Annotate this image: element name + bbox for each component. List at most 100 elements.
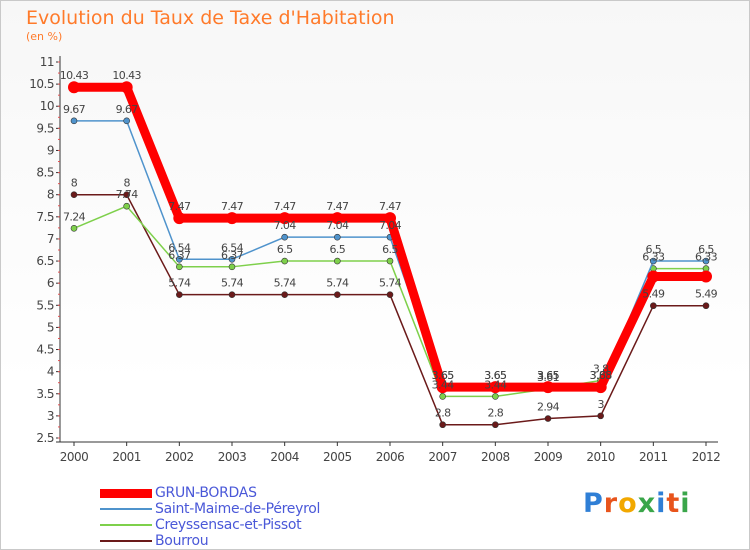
data-label-creyssensac-et-pissot: 6.5 (382, 243, 398, 256)
data-label-creyssensac-et-pissot: 6.37 (221, 249, 244, 262)
legend-label-grun-bordas: GRUN-BORDAS (155, 485, 257, 501)
data-label-grun-bordas: 7.47 (379, 200, 402, 213)
data-point-saint-maime-de-pereyrol (176, 255, 183, 263)
data-label-saint-maime-de-pereyrol: 9.67 (63, 103, 86, 116)
legend-swatch-bourrou (100, 540, 152, 542)
data-point-grun-bordas (594, 381, 607, 394)
data-point-creyssensac-et-pissot (228, 263, 236, 271)
x-tick-label: 2010 (586, 450, 615, 464)
data-point-bourrou (702, 302, 710, 310)
y-tick-label: 5 (47, 320, 54, 334)
data-point-bourrou (228, 291, 236, 298)
data-label-grun-bordas: 3.65 (537, 369, 560, 382)
legend-label-bourrou: Bourrou (155, 533, 209, 549)
x-tick-label: 2004 (270, 450, 299, 464)
x-tick-label: 2000 (60, 450, 89, 464)
data-label-creyssensac-et-pissot: 3.61 (537, 371, 559, 384)
data-label-bourrou: 5.49 (642, 288, 665, 301)
data-label-saint-maime-de-pereyrol: 3.88 (590, 369, 613, 382)
y-tick-label: 8.5 (36, 166, 54, 180)
data-point-creyssensac-et-pissot (439, 393, 446, 400)
data-label-grun-bordas: 7.47 (274, 200, 297, 213)
data-point-grun-bordas (120, 81, 133, 94)
data-label-creyssensac-et-pissot: 3.44 (432, 378, 455, 391)
data-label-creyssensac-et-pissot: 6.37 (168, 249, 191, 262)
data-point-grun-bordas (278, 212, 291, 225)
y-tick-label: 4 (47, 365, 54, 379)
x-tick-label: 2007 (428, 450, 457, 464)
data-point-bourrou (176, 291, 183, 298)
data-point-saint-maime-de-pereyrol (650, 257, 657, 265)
data-label-grun-bordas: 7.47 (168, 200, 191, 213)
data-label-saint-maime-de-pereyrol: 6.54 (221, 241, 244, 254)
data-label-saint-maime-de-pereyrol: 6.5 (645, 243, 661, 256)
y-tick-label: 11 (40, 55, 54, 69)
data-label-bourrou: 5.74 (326, 277, 349, 290)
data-point-creyssensac-et-pissot (386, 257, 394, 265)
data-label-bourrou: 5.74 (221, 277, 244, 290)
data-point-saint-maime-de-pereyrol (123, 117, 130, 125)
data-label-creyssensac-et-pissot: 3.44 (484, 378, 507, 391)
data-point-grun-bordas (173, 212, 186, 225)
data-point-bourrou (544, 415, 552, 422)
data-point-grun-bordas (647, 270, 660, 283)
data-label-saint-maime-de-pereyrol: 7.04 (274, 219, 297, 232)
data-point-bourrou (650, 302, 657, 310)
legend-swatch-saint-maime (100, 508, 152, 510)
data-point-bourrou (597, 412, 604, 420)
data-point-grun-bordas (700, 270, 712, 283)
data-label-saint-maime-de-pereyrol: 3.65 (484, 369, 507, 382)
logo-letter: P (583, 488, 604, 519)
data-point-saint-maime-de-pereyrol (702, 257, 710, 265)
data-point-saint-maime-de-pereyrol (334, 233, 341, 241)
data-label-saint-maime-de-pereyrol: 6.5 (698, 243, 714, 256)
data-label-bourrou: 5.74 (168, 277, 191, 290)
data-label-saint-maime-de-pereyrol: 3.65 (432, 369, 455, 382)
data-point-creyssensac-et-pissot (70, 225, 78, 232)
chart-subtitle: (en %) (26, 30, 63, 43)
y-tick-label: 10 (40, 99, 54, 113)
x-tick-label: 2002 (165, 450, 194, 464)
data-label-saint-maime-de-pereyrol: 7.04 (379, 219, 402, 232)
data-label-grun-bordas: 7.47 (221, 200, 244, 213)
data-label-creyssensac-et-pissot: 6.5 (329, 243, 345, 256)
data-label-saint-maime-de-pereyrol: 3.65 (537, 369, 560, 382)
chart-title: Evolution du Taux de Taxe d'Habitation (26, 7, 395, 29)
data-label-creyssensac-et-pissot: 6.33 (642, 251, 665, 264)
x-tick-label: 2006 (376, 450, 405, 464)
data-label-saint-maime-de-pereyrol: 9.67 (116, 103, 139, 116)
data-label-grun-bordas: 10.43 (112, 69, 141, 82)
data-label-bourrou: 5.49 (695, 288, 718, 301)
y-tick-label: 9.5 (36, 121, 54, 135)
data-label-saint-maime-de-pereyrol: 6.54 (168, 241, 191, 254)
y-tick-label: 8 (47, 188, 54, 202)
y-tick-label: 6 (47, 276, 54, 290)
data-point-bourrou (123, 191, 130, 199)
data-point-bourrou (281, 291, 288, 298)
data-point-creyssensac-et-pissot (281, 257, 288, 265)
data-label-creyssensac-et-pissot: 7.74 (116, 188, 139, 201)
x-tick-label: 2008 (481, 450, 510, 464)
legend-swatch-grun-bordas (100, 489, 152, 498)
data-label-grun-bordas: 7.47 (326, 200, 349, 213)
legend-label-saint-maime: Saint-Maime-de-Péreyrol (155, 501, 321, 517)
data-point-grun-bordas (489, 381, 502, 394)
logo-letter: i (656, 488, 667, 519)
data-point-saint-maime-de-pereyrol (228, 255, 236, 263)
data-point-creyssensac-et-pissot (176, 263, 183, 271)
logo-letter: t (666, 488, 681, 519)
y-tick-label: 6.5 (36, 254, 54, 268)
y-tick-label: 10.5 (29, 77, 54, 91)
x-tick-label: 2001 (112, 450, 141, 464)
data-label-grun-bordas: 10.43 (60, 69, 89, 82)
data-label-grun-bordas: 3.65 (484, 369, 507, 382)
logo-letter: x (637, 488, 657, 519)
y-tick-label: 3 (47, 409, 54, 423)
data-point-bourrou (334, 291, 341, 298)
data-label-creyssensac-et-pissot: 6.33 (695, 251, 718, 264)
data-point-creyssensac-et-pissot (492, 393, 499, 400)
data-label-saint-maime-de-pereyrol: 7.04 (326, 219, 349, 232)
y-tick-label: 7.5 (36, 210, 54, 224)
x-tick-label: 2012 (692, 450, 721, 464)
